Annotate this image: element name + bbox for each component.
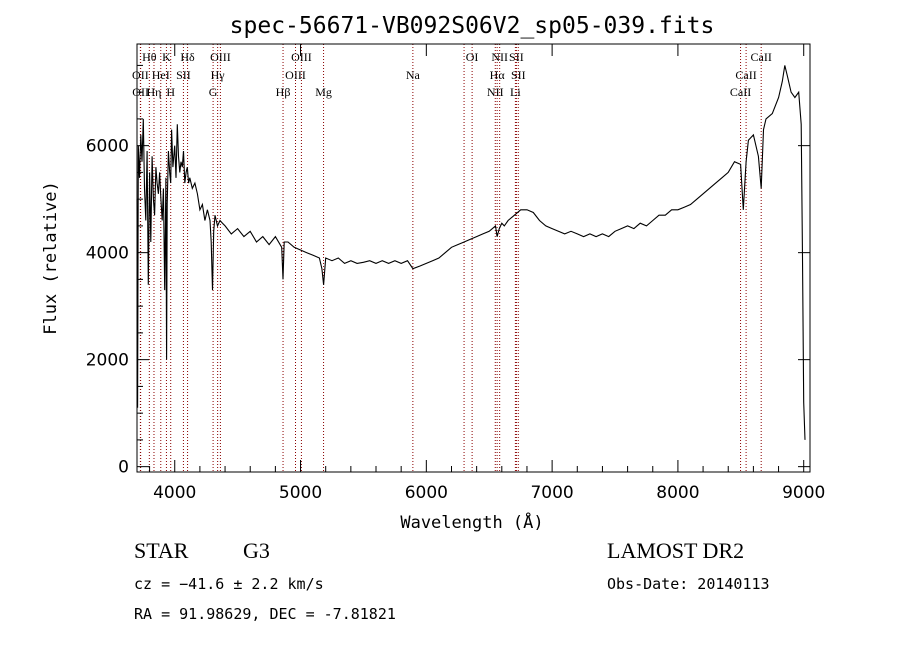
line-label: Hθ	[142, 50, 157, 64]
line-label: NII	[487, 85, 504, 99]
line-label: OIII	[291, 50, 312, 64]
line-label: OIII	[285, 68, 306, 82]
x-tick-label: 7000	[530, 483, 573, 503]
x-tick-label: 4000	[153, 483, 196, 503]
line-label: HeI	[152, 68, 170, 82]
x-tick-label: 9000	[782, 483, 825, 503]
line-label: Li	[510, 85, 521, 99]
line-label: Hη	[147, 85, 162, 99]
line-label: Hα	[490, 68, 506, 82]
line-label: Na	[406, 68, 421, 82]
line-label: CaII	[751, 50, 772, 64]
line-label: G	[209, 85, 218, 99]
marker-lines	[139, 44, 762, 472]
chart-title: spec-56671-VB092S06V2_sp05-039.fits	[230, 13, 715, 39]
x-tick-label: 6000	[405, 483, 448, 503]
line-label: Hγ	[211, 68, 226, 82]
line-label: OIII	[210, 50, 231, 64]
line-label: SII	[176, 68, 191, 82]
y-tick-label: 0	[118, 458, 129, 478]
line-label: Mg	[315, 85, 332, 99]
cz-text: cz = −41.6 ± 2.2 km/s	[134, 575, 324, 593]
y-tick-label: 6000	[86, 137, 129, 157]
obs-date-text: Obs-Date: 20140113	[607, 575, 770, 593]
x-axis-ticks: 4000 5000 6000 7000 8000 9000	[149, 44, 825, 503]
line-label: SII	[511, 68, 526, 82]
line-label: OI	[466, 50, 479, 64]
class-label: STAR	[134, 538, 189, 563]
spectrum-series-line	[136, 65, 806, 440]
y-tick-label: 4000	[86, 244, 129, 264]
line-label: CaII	[735, 68, 756, 82]
x-axis-label: Wavelength (Å)	[400, 511, 543, 533]
line-label: Hδ	[180, 50, 195, 64]
line-label: CaII	[730, 85, 751, 99]
line-label: H	[166, 85, 175, 99]
survey-label: LAMOST DR2	[607, 538, 744, 563]
subclass-label: G3	[243, 538, 270, 563]
y-axis-label: Flux (relative)	[41, 181, 61, 335]
line-label: SII	[509, 50, 524, 64]
plot-frame	[136, 43, 811, 473]
y-axis-ticks: 0 2000 4000 6000	[86, 64, 810, 478]
line-label: K	[162, 50, 171, 64]
coords-text: RA = 91.98629, DEC = -7.81821	[134, 605, 396, 623]
x-tick-label: 8000	[656, 483, 699, 503]
line-label: OII	[132, 68, 149, 82]
line-label: Hβ	[276, 85, 291, 99]
line-label: NII	[491, 50, 508, 64]
y-tick-label: 2000	[86, 351, 129, 371]
x-tick-label: 5000	[279, 483, 322, 503]
